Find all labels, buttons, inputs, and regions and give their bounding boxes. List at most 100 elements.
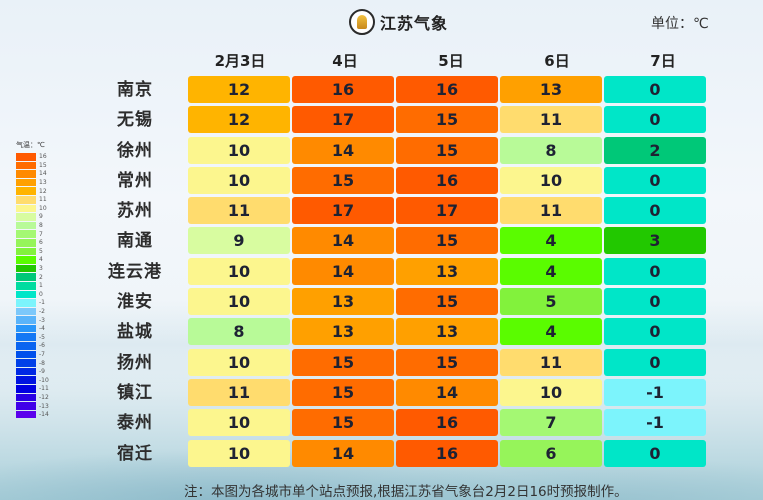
legend-label: -11 — [39, 385, 49, 393]
table-row: 连云港 10 14 13 4 0 — [108, 257, 708, 288]
legend-label: 10 — [39, 204, 47, 212]
legend-label: 2 — [39, 273, 43, 281]
legend-swatch — [16, 187, 36, 195]
column-header: 7日 — [650, 52, 676, 70]
temperature-cell: 0 — [604, 348, 706, 376]
city-name: 连云港 — [108, 261, 162, 282]
legend-swatch — [16, 350, 36, 359]
city-name: 扬州 — [117, 352, 153, 373]
legend-label: 13 — [39, 179, 47, 187]
temperature-cell: 10 — [188, 136, 290, 164]
legend-swatch — [16, 161, 36, 170]
table-row: 扬州 10 15 15 11 0 — [117, 348, 708, 379]
temperature-table: 南京 12 16 16 13 0 无锡 12 17 15 11 0 徐州 10 14 15 8 2 常州 10 15 16… — [108, 76, 708, 470]
legend-item: 0 — [16, 290, 49, 300]
legend-label: 15 — [39, 161, 47, 169]
temperature-cell: 11 — [500, 106, 602, 134]
table-row: 淮安 10 13 15 5 0 — [117, 288, 708, 318]
column-header: 2月3日 — [214, 52, 266, 70]
temperature-cell: 0 — [604, 197, 706, 225]
legend-swatch — [16, 376, 36, 385]
temperature-cell: 4 — [500, 257, 602, 285]
temperature-cell: 15 — [396, 288, 498, 316]
column-header: 5日 — [438, 52, 464, 70]
temperature-cell: 17 — [292, 197, 394, 225]
temperature-cell: 0 — [604, 318, 706, 346]
temperature-cell: 14 — [292, 227, 394, 255]
legend-item: 4 — [16, 256, 49, 265]
temperature-cell: 10 — [188, 166, 290, 194]
table-row: 常州 10 15 16 10 0 — [117, 166, 708, 197]
legend-label: 8 — [39, 222, 43, 230]
city-name: 苏州 — [117, 201, 153, 222]
temperature-cell: 10 — [188, 257, 290, 285]
temperature-cell: 14 — [292, 136, 394, 164]
city-name: 盐城 — [117, 322, 153, 343]
table-row: 盐城 8 13 13 4 0 — [117, 318, 708, 348]
table-row: 南京 12 16 16 13 0 — [117, 76, 708, 106]
temperature-cell: 15 — [292, 409, 394, 437]
legend-swatch — [16, 324, 36, 333]
table-row: 南通 9 14 15 4 3 — [117, 227, 708, 257]
temperature-cell: 6 — [500, 439, 602, 467]
legend-label: -4 — [39, 325, 45, 333]
column-header: 4日 — [332, 52, 358, 70]
legend-swatch — [16, 299, 36, 307]
legend-label: -8 — [39, 359, 45, 367]
temperature-cell: 8 — [500, 136, 602, 164]
legend-swatch — [16, 410, 36, 419]
legend-label: -12 — [39, 393, 49, 401]
date-column-headers: 2月3日 4日 5日 6日 7日 — [188, 50, 716, 71]
legend-item: -14 — [16, 410, 49, 420]
temperature-cell: 10 — [500, 378, 602, 406]
legend-item: -7 — [16, 350, 49, 360]
legend-swatch — [16, 316, 36, 324]
legend-item: -11 — [16, 385, 49, 394]
legend-item: -12 — [16, 393, 49, 403]
temperature-cell: 13 — [292, 288, 394, 316]
legend-item: -9 — [16, 367, 49, 377]
temperature-cell: -1 — [604, 409, 706, 437]
temperature-cell: 15 — [396, 227, 498, 255]
legend-label: -2 — [39, 307, 45, 315]
legend-label: -14 — [39, 411, 49, 419]
city-name: 常州 — [117, 170, 153, 191]
legend-swatch — [16, 342, 36, 350]
city-name: 无锡 — [117, 110, 153, 131]
temperature-cell: 13 — [396, 257, 498, 285]
legend-swatch — [16, 221, 36, 230]
temperature-cell: 0 — [604, 439, 706, 467]
temperature-cell: 15 — [396, 348, 498, 376]
legend-label: 16 — [39, 153, 47, 161]
temperature-cell: 10 — [188, 288, 290, 316]
temperature-cell: 11 — [500, 197, 602, 225]
temperature-cell: 14 — [396, 378, 498, 406]
temperature-cell: 10 — [188, 348, 290, 376]
temperature-cell: 17 — [396, 197, 498, 225]
legend-swatch — [16, 281, 36, 290]
table-row: 无锡 12 17 15 11 0 — [117, 106, 708, 136]
temperature-cell: 16 — [292, 76, 394, 103]
temperature-cell: 0 — [604, 257, 706, 285]
legend-label: -10 — [39, 376, 49, 384]
legend-item: 7 — [16, 230, 49, 239]
temperature-legend: 气温：℃ 16 15 14 13 12 11 10 9 8 7 6 5 4 3 2 1 0 -1 -2 -3 -4 -5-… — [16, 140, 49, 419]
city-name: 南通 — [117, 231, 153, 252]
legend-label: 5 — [39, 247, 43, 255]
brand-logo: 江苏气象 — [349, 9, 448, 35]
legend-swatch — [16, 195, 36, 204]
legend-label: 7 — [39, 230, 43, 238]
legend-swatch — [16, 264, 36, 273]
city-name: 徐州 — [117, 140, 153, 161]
legend-label: 6 — [39, 239, 43, 247]
legend-swatch — [16, 247, 36, 256]
temperature-cell: 10 — [188, 409, 290, 437]
table-row: 徐州 10 14 15 8 2 — [117, 136, 708, 167]
temperature-cell: 0 — [604, 288, 706, 316]
temperature-cell: 2 — [604, 136, 706, 164]
legend-item: 3 — [16, 264, 49, 274]
temperature-cell: 15 — [292, 348, 394, 376]
temperature-cell: 13 — [500, 76, 602, 103]
temperature-cell: 14 — [292, 257, 394, 285]
temperature-cell: 13 — [396, 318, 498, 346]
